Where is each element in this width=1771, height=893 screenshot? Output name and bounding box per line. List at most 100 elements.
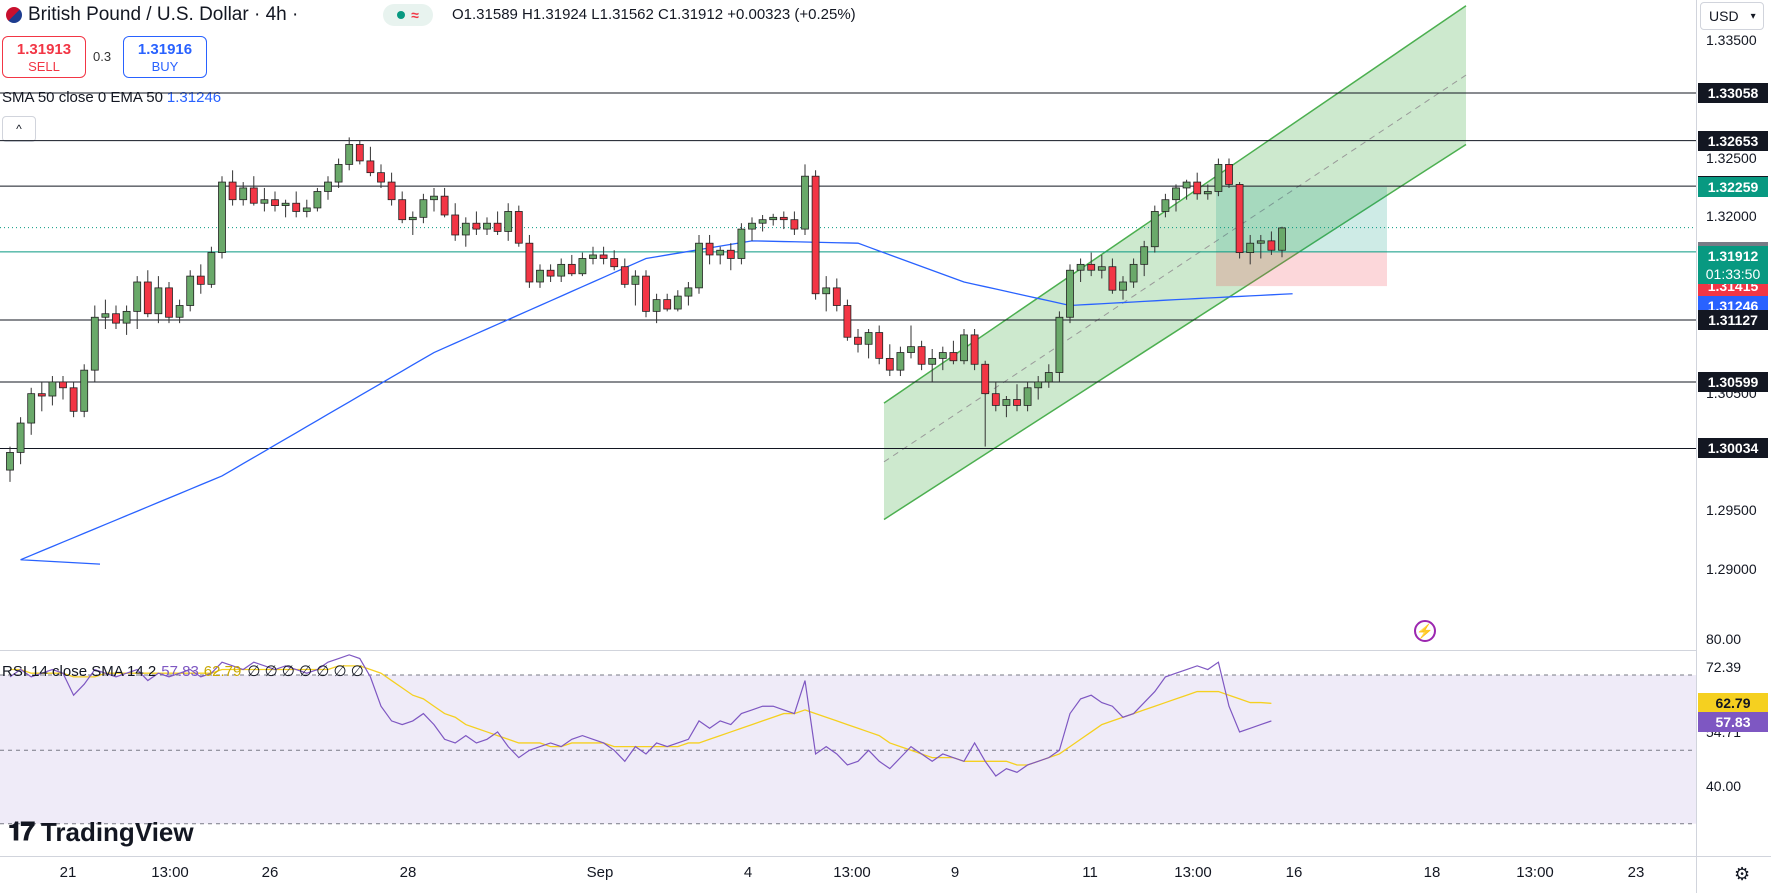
- bullish-candle: [1129, 258, 1138, 288]
- candle-body: [154, 287, 163, 315]
- market-status-pill[interactable]: ≈: [383, 4, 433, 26]
- candle-body: [271, 199, 279, 206]
- bullish-candle: [684, 281, 693, 306]
- time-tick-label: 13:00: [1174, 864, 1212, 881]
- candle-body: [875, 332, 884, 359]
- chevron-down-icon: ▾: [1750, 10, 1756, 22]
- candle-body: [599, 254, 608, 259]
- bullish-candle: [928, 348, 937, 382]
- spread-value: 0.3: [93, 49, 112, 64]
- time-tick-label: 9: [950, 864, 960, 881]
- candle-body: [408, 216, 417, 221]
- candle-body: [228, 181, 237, 201]
- buy-button[interactable]: 1.31916 BUY: [123, 36, 207, 78]
- current-price-label: 1.31912 01:33:50: [1698, 246, 1768, 284]
- candle-body: [281, 202, 290, 206]
- candle-body: [37, 393, 46, 397]
- bearish-candle: [726, 243, 735, 271]
- candle-body: [546, 269, 555, 277]
- bearish-candle: [292, 191, 301, 218]
- bullish-candle: [302, 199, 311, 218]
- bearish-candle: [642, 270, 650, 318]
- settings-icon[interactable]: ⚙: [1734, 864, 1751, 884]
- rsi-band: [0, 675, 1696, 824]
- candle-body: [483, 222, 491, 230]
- bearish-candle: [875, 325, 884, 365]
- bearish-candle: [59, 376, 67, 400]
- price-chart[interactable]: [0, 0, 1696, 650]
- bearish-candle: [493, 211, 502, 235]
- candle-body: [631, 275, 640, 285]
- bearish-candle: [854, 329, 862, 353]
- time-tick-label: 28: [399, 864, 417, 881]
- candle-body: [90, 316, 99, 371]
- collapse-legend-button[interactable]: ^: [2, 116, 36, 142]
- candle-body: [48, 381, 57, 397]
- candles: [6, 137, 1286, 482]
- lightning-icon[interactable]: ⚡: [1414, 620, 1436, 642]
- candle-body: [377, 172, 385, 183]
- sell-button[interactable]: 1.31913 SELL: [2, 36, 86, 78]
- candle-body: [610, 258, 619, 268]
- price-tick-label: 1.32000: [1706, 208, 1757, 225]
- rsi-legend-extra: ∅ ∅ ∅ ∅ ∅ ∅ ∅: [247, 663, 364, 680]
- candle-body: [69, 387, 78, 412]
- bullish-candle: [1140, 240, 1149, 277]
- candle-body: [514, 211, 523, 244]
- pane-divider[interactable]: [0, 650, 1696, 651]
- candle-body: [292, 202, 301, 212]
- rsi-legend[interactable]: RSI 14 close SMA 14 2 57.83 62.79 ∅ ∅ ∅ ∅ ∅…: [2, 662, 364, 680]
- candle-body: [504, 211, 513, 232]
- rsi-chart[interactable]: [0, 651, 1696, 856]
- position-profit-zone: [1216, 186, 1387, 252]
- candle-body: [801, 175, 809, 230]
- bullish-candle: [1278, 226, 1286, 258]
- candle-body: [334, 164, 343, 183]
- candle-body: [59, 381, 67, 389]
- candle-body: [472, 222, 481, 230]
- bullish-candle: [1246, 234, 1255, 265]
- rsi-tick-label: 40.00: [1706, 778, 1742, 794]
- candle-body: [112, 313, 120, 324]
- symbol-title[interactable]: British Pound / U.S. Dollar · 4h ·: [6, 4, 298, 26]
- bearish-candle: [398, 191, 407, 224]
- bearish-candle: [472, 211, 481, 235]
- bullish-candle: [907, 325, 915, 359]
- position-loss-zone: [1216, 251, 1387, 287]
- candle-body: [1119, 281, 1127, 291]
- currency-selector[interactable]: USD ▾: [1700, 2, 1764, 30]
- time-axis-border: [0, 856, 1771, 857]
- candle-body: [1278, 227, 1286, 251]
- candle-body: [1150, 211, 1159, 248]
- bearish-candle: [196, 264, 205, 294]
- candle-body: [302, 207, 311, 212]
- candle-body: [949, 352, 958, 362]
- candle-body: [705, 242, 714, 256]
- candle-body: [175, 305, 184, 318]
- candle-body: [1246, 242, 1255, 254]
- bullish-candle: [673, 290, 682, 312]
- price-level-badge: 1.33058: [1698, 82, 1768, 103]
- candle-body: [27, 393, 36, 424]
- bullish-candle: [1203, 184, 1212, 200]
- bullish-candle: [419, 193, 428, 224]
- candle-body: [6, 452, 14, 471]
- candle-body: [1140, 246, 1149, 265]
- candle-body: [355, 144, 364, 162]
- bullish-candle: [1172, 184, 1180, 212]
- candle-body: [726, 249, 735, 259]
- bullish-candle: [631, 270, 640, 306]
- rsi-sma-legend-value: 62.79: [203, 663, 242, 680]
- candle-body: [1193, 181, 1202, 195]
- bullish-candle: [1119, 276, 1127, 300]
- candle-body: [748, 222, 756, 230]
- bearish-candle: [440, 187, 449, 218]
- bearish-candle: [991, 381, 1000, 412]
- symbol-text: British Pound / U.S. Dollar · 4h ·: [28, 4, 299, 25]
- bullish-candle: [122, 305, 131, 335]
- price-level-badge: 1.32653: [1698, 130, 1768, 151]
- tradingview-logo-icon: 𝟏𝟕: [8, 816, 35, 846]
- bearish-candle: [1193, 172, 1202, 200]
- bearish-candle: [228, 170, 237, 206]
- candle-body: [1172, 187, 1180, 201]
